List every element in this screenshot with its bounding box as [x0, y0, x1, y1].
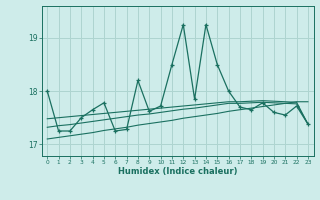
X-axis label: Humidex (Indice chaleur): Humidex (Indice chaleur)	[118, 167, 237, 176]
